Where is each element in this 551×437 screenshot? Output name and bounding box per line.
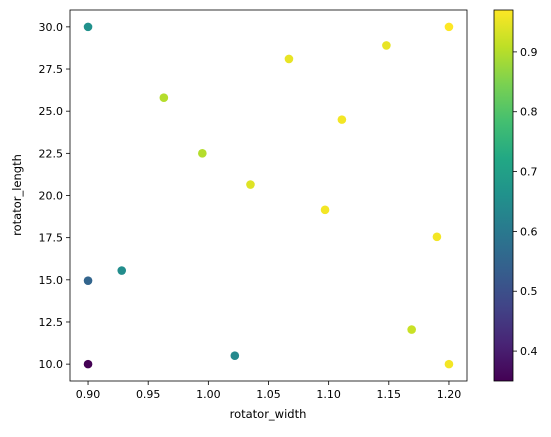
y-axis-label: rotator_length (10, 154, 24, 236)
x-tick-label: 0.90 (76, 388, 101, 401)
y-tick-label: 10.0 (39, 358, 64, 371)
scatter-point-0 (83, 22, 93, 32)
colorbar-tick-label: 0.5 (520, 285, 538, 298)
scatter-point-12 (407, 325, 416, 334)
y-tick-label: 30.0 (39, 21, 64, 34)
scatter-point-7 (246, 180, 255, 189)
colorbar-tick-label: 0.6 (520, 225, 538, 238)
scatter-point-1 (83, 276, 93, 285)
colorbar (493, 9, 514, 382)
scatter-point-3 (117, 266, 127, 275)
y-tick-label: 12.5 (39, 316, 64, 329)
x-tick-label: 1.10 (316, 388, 341, 401)
y-tick-label: 22.5 (39, 147, 64, 160)
colorbar-tick-label: 0.7 (520, 166, 538, 179)
x-tick-label: 1.00 (196, 388, 221, 401)
scatter-point-13 (432, 232, 442, 242)
y-tick-label: 17.5 (39, 232, 64, 245)
scatter-point-6 (230, 351, 240, 361)
scatter-point-2 (83, 359, 93, 369)
colorbar-ticks: 0.4 0.5 0.6 0.7 0.8 0.9 (513, 46, 538, 358)
y-tick-label: 25.0 (39, 105, 64, 118)
y-tick-label: 27.5 (39, 63, 64, 76)
x-axis-label: rotator_width (230, 407, 307, 421)
x-axis-ticks: 0.90 0.95 1.00 1.05 1.10 1.15 1.20 (76, 381, 461, 401)
colorbar-tick-label: 0.9 (520, 46, 538, 59)
colorbar-tick-label: 0.8 (520, 106, 538, 119)
plot-area (69, 9, 468, 382)
scatter-point-10 (337, 115, 347, 124)
scatter-point-14 (444, 22, 454, 32)
y-tick-label: 15.0 (39, 274, 64, 287)
scatter-point-15 (444, 359, 454, 369)
scatter-point-11 (382, 41, 391, 50)
x-tick-label: 1.15 (377, 388, 402, 401)
scatter-points (83, 22, 454, 369)
x-tick-label: 1.05 (256, 388, 281, 401)
scatter-point-4 (159, 93, 169, 102)
y-tick-label: 20.0 (39, 190, 64, 203)
y-axis-ticks: 10.0 12.5 15.0 17.5 20.0 22.5 25.0 27.5 30.0 (39, 21, 70, 371)
scatter-point-9 (320, 205, 330, 215)
scatter-point-8 (284, 54, 294, 64)
scatter-point-5 (198, 149, 207, 158)
x-tick-label: 1.20 (437, 388, 462, 401)
colorbar-tick-label: 0.4 (520, 345, 538, 358)
x-tick-label: 0.95 (136, 388, 161, 401)
